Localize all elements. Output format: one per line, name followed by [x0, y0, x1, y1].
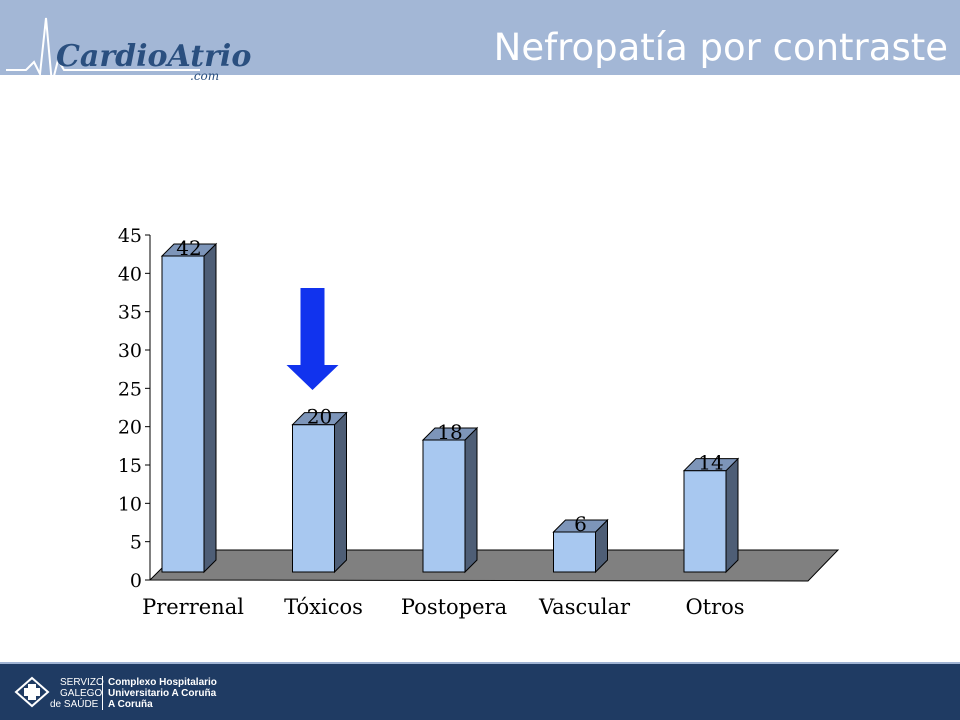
x-tick-label: Vascular	[538, 595, 631, 619]
bar-side	[334, 411, 347, 574]
y-tick-label: 25	[118, 378, 142, 400]
hospital-line-1: Complexo Hospitalario	[108, 677, 217, 688]
footer-rule	[0, 662, 960, 664]
bars: 42 20 18 6 14	[160, 236, 740, 574]
hospital-line-3: A Coruña	[108, 699, 153, 710]
y-axis: 0 5 10 15 20 25 30 35 40 45	[118, 225, 151, 592]
bar-front	[422, 439, 466, 573]
bar-value-label: 14	[698, 451, 723, 475]
bar-top	[421, 427, 479, 441]
y-tick-label: 10	[118, 493, 142, 515]
bar-Prerrenal: 42	[160, 236, 218, 574]
hospital-line-2: Universitario A Coruña	[108, 688, 217, 699]
org-line-1: SERVIZO	[60, 677, 104, 688]
bar-value-label: 20	[307, 405, 332, 429]
bar-side	[203, 242, 217, 574]
y-tick-label: 0	[130, 570, 142, 592]
y-tick-label: 20	[118, 417, 142, 439]
x-tick-label: Otros	[685, 595, 744, 619]
bar-Tóxicos: 20	[291, 405, 348, 574]
bar-top	[552, 519, 609, 533]
bar-side	[725, 457, 739, 574]
bar-front	[553, 531, 596, 573]
footer-divider	[102, 676, 103, 710]
bar-top	[160, 243, 218, 257]
y-tick-label: 30	[118, 340, 142, 362]
bar-value-label: 6	[574, 512, 587, 536]
bar-top	[682, 458, 740, 472]
bar-Otros: 14	[682, 451, 740, 574]
header-band	[0, 0, 960, 75]
x-tick-label: Postopera	[401, 595, 507, 619]
x-tick-label: Tóxicos	[284, 595, 363, 619]
bar-Postopera: 18	[421, 420, 479, 574]
footer-band: SERVIZO GALEGO de SAÚDE Complexo Hospita…	[0, 662, 960, 720]
bar-value-label: 18	[437, 420, 462, 444]
ecg-line-icon	[6, 17, 200, 85]
bar-front	[683, 470, 727, 573]
bar-value-label: 42	[176, 236, 201, 260]
logo-main-text: CardioAtrio	[56, 39, 251, 74]
org-line-2: GALEGO	[60, 688, 103, 699]
y-tick-label: 5	[130, 532, 142, 554]
y-tick-label: 15	[118, 455, 142, 477]
org-line-3: de SAÚDE	[50, 699, 99, 710]
slide-title: Nefropatía por contraste	[493, 26, 948, 69]
bar-top	[291, 412, 348, 426]
highlight-arrow-icon	[286, 288, 339, 390]
logo-sub-text: .com	[190, 69, 219, 83]
bar-Vascular: 6	[552, 512, 609, 574]
bar-front	[161, 255, 205, 573]
x-tick-label: Prerrenal	[142, 595, 244, 619]
cardioatrio-logo: CardioAtrio .com	[6, 17, 251, 85]
y-tick-label: 40	[118, 263, 142, 285]
sergas-logo-icon	[14, 676, 50, 708]
x-axis-labels: Prerrenal Tóxicos Postopera Vascular Otros	[142, 595, 745, 619]
y-tick-label: 35	[118, 302, 142, 324]
y-tick-label: 45	[118, 225, 142, 247]
bar-front	[292, 424, 335, 573]
bar-side	[464, 426, 478, 574]
